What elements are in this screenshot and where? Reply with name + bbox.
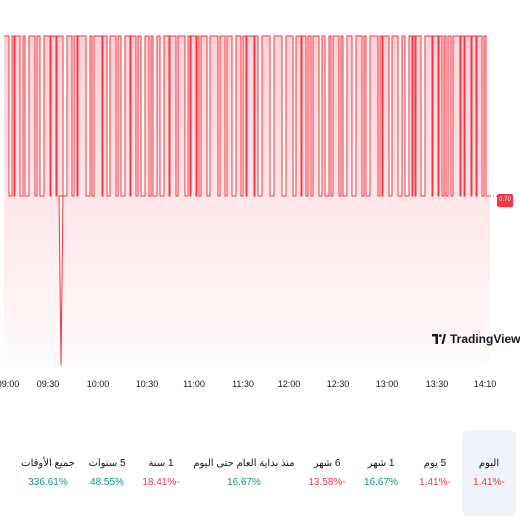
period-change-value: 18.41%-	[142, 477, 180, 488]
tradingview-logo[interactable]: TradingView	[432, 332, 520, 346]
period-change-value: 1.41%-	[419, 477, 451, 488]
performance-periods: اليوم 1.41%- 5 يوم 1.41%- 1 شهر 16.67% 6 شهر 13…	[0, 430, 520, 520]
period-label: 1 شهر	[367, 458, 395, 469]
period-label: منذ بداية العام حتى اليوم	[193, 458, 295, 469]
period-tab[interactable]: جميع الأوقات 336.61%	[16, 430, 80, 516]
period-tab[interactable]: 1 سنة 18.41%-	[134, 430, 188, 516]
period-change-value: 1.41%-	[473, 477, 505, 488]
period-label: 5 يوم	[423, 458, 447, 469]
x-tick-label: 09:00	[0, 379, 19, 389]
period-tab[interactable]: 6 شهر 13.58%-	[300, 430, 354, 516]
x-tick-label: 13:30	[426, 379, 449, 389]
period-change-value: 16.67%	[227, 477, 261, 488]
x-tick-label: 12:00	[278, 379, 301, 389]
x-tick-label: 11:30	[232, 379, 254, 389]
tradingview-logo-icon	[432, 334, 446, 344]
period-tab[interactable]: منذ بداية العام حتى اليوم 16.67%	[188, 430, 300, 516]
tradingview-logo-text: TradingView	[450, 332, 520, 346]
period-change-value: 13.58%-	[308, 477, 346, 488]
series-line	[4, 35, 490, 366]
period-label: اليوم	[478, 458, 500, 469]
period-tab[interactable]: 5 سنوات 48.55%	[80, 430, 134, 516]
x-tick-label: 10:30	[136, 379, 159, 389]
period-tab[interactable]: 1 شهر 16.67%	[354, 430, 408, 516]
period-label: 5 سنوات	[88, 458, 126, 469]
period-label: 6 شهر	[313, 458, 341, 469]
period-label: جميع الأوقات	[21, 458, 75, 469]
x-tick-label: 09:30	[37, 379, 60, 389]
period-tab[interactable]: اليوم 1.41%-	[462, 430, 516, 516]
period-tab[interactable]: 5 يوم 1.41%-	[408, 430, 462, 516]
period-change-value: 48.55%	[90, 477, 124, 488]
x-tick-label: 11:00	[183, 379, 205, 389]
x-tick-label: 14:10	[474, 379, 497, 389]
x-tick-label: 13:00	[376, 379, 399, 389]
price-chart[interactable]: 09:00 09:30 10:00 10:30 11:00 11:30 12:00 12:30…	[0, 0, 520, 400]
x-tick-label: 10:00	[87, 379, 110, 389]
period-change-value: 16.67%	[364, 477, 398, 488]
last-price-badge: 0.70	[497, 194, 513, 207]
period-label: 1 سنة	[148, 458, 174, 469]
x-tick-label: 12:30	[327, 379, 350, 389]
period-change-value: 336.61%	[28, 477, 68, 488]
price-chart-svg: 09:00 09:30 10:00 10:30 11:00 11:30 12:00 12:30…	[0, 35, 497, 389]
